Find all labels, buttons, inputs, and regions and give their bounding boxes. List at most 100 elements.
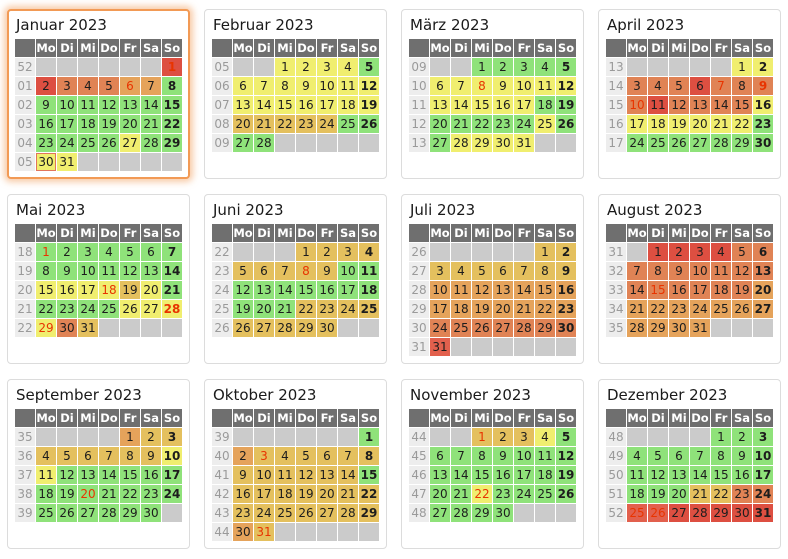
day-cell[interactable]: 13: [430, 466, 450, 484]
day-cell[interactable]: 22: [535, 300, 555, 318]
day-cell[interactable]: 27: [317, 504, 337, 522]
day-cell[interactable]: 17: [78, 281, 98, 299]
day-cell[interactable]: 25: [535, 485, 555, 503]
day-cell[interactable]: 16: [732, 466, 752, 484]
day-cell[interactable]: 2: [493, 428, 513, 446]
day-cell[interactable]: 17: [753, 466, 773, 484]
day-cell[interactable]: 15: [732, 96, 752, 114]
day-cell[interactable]: 29: [472, 504, 492, 522]
day-cell[interactable]: 13: [78, 466, 98, 484]
day-cell[interactable]: 1: [535, 243, 555, 261]
day-cell[interactable]: 15: [648, 281, 668, 299]
day-cell[interactable]: 12: [556, 447, 576, 465]
day-cell[interactable]: 1: [648, 243, 668, 261]
day-cell[interactable]: 14: [451, 96, 471, 114]
day-cell[interactable]: 7: [338, 447, 358, 465]
day-cell[interactable]: 10: [78, 262, 98, 280]
day-cell[interactable]: 27: [430, 134, 450, 152]
day-cell[interactable]: 14: [690, 466, 710, 484]
day-cell[interactable]: 20: [233, 115, 253, 133]
day-cell[interactable]: 15: [359, 466, 379, 484]
day-cell[interactable]: 25: [451, 319, 471, 337]
day-cell[interactable]: 17: [317, 96, 337, 114]
day-cell[interactable]: 7: [690, 447, 710, 465]
day-cell[interactable]: 24: [57, 134, 77, 152]
day-cell[interactable]: 5: [556, 58, 576, 76]
day-cell[interactable]: 3: [690, 243, 710, 261]
day-cell[interactable]: 23: [753, 115, 773, 133]
month-card[interactable]: April 2023 Mo Di Mi Do Fr Sa So 13 1 2 14 3 4 5 6 7 8 9 15 1…: [598, 9, 781, 179]
day-cell[interactable]: 18: [648, 115, 668, 133]
day-cell[interactable]: 27: [430, 504, 450, 522]
day-cell[interactable]: 13: [141, 262, 161, 280]
day-cell[interactable]: 31: [690, 319, 710, 337]
day-cell[interactable]: 22: [162, 115, 182, 133]
day-cell[interactable]: 22: [120, 485, 140, 503]
day-cell[interactable]: 8: [296, 262, 316, 280]
day-cell[interactable]: 12: [359, 77, 379, 95]
day-cell[interactable]: 18: [535, 96, 555, 114]
day-cell[interactable]: 15: [535, 281, 555, 299]
day-cell[interactable]: 29: [162, 134, 182, 152]
day-cell[interactable]: 16: [556, 281, 576, 299]
day-cell[interactable]: 16: [493, 466, 513, 484]
day-cell[interactable]: 9: [556, 262, 576, 280]
day-cell[interactable]: 4: [99, 243, 119, 261]
day-cell[interactable]: 5: [359, 58, 379, 76]
day-cell[interactable]: 7: [99, 447, 119, 465]
day-cell[interactable]: 9: [296, 77, 316, 95]
day-cell[interactable]: 18: [275, 485, 295, 503]
day-cell[interactable]: 26: [732, 300, 752, 318]
day-cell[interactable]: 4: [535, 58, 555, 76]
day-cell[interactable]: 29: [120, 504, 140, 522]
day-cell[interactable]: 26: [57, 504, 77, 522]
day-cell[interactable]: 3: [627, 77, 647, 95]
day-cell[interactable]: 31: [753, 504, 773, 522]
day-cell[interactable]: 9: [753, 77, 773, 95]
day-cell[interactable]: 18: [36, 485, 56, 503]
day-cell[interactable]: 10: [514, 447, 534, 465]
day-cell[interactable]: 15: [120, 466, 140, 484]
day-cell[interactable]: 11: [535, 77, 555, 95]
day-cell[interactable]: 23: [57, 300, 77, 318]
day-cell[interactable]: 1: [472, 58, 492, 76]
day-cell[interactable]: 10: [57, 96, 77, 114]
day-cell[interactable]: 20: [254, 300, 274, 318]
day-cell[interactable]: 19: [556, 96, 576, 114]
day-cell[interactable]: 29: [359, 504, 379, 522]
day-cell[interactable]: 28: [711, 134, 731, 152]
day-cell[interactable]: 7: [141, 77, 161, 95]
day-cell[interactable]: 21: [690, 485, 710, 503]
day-cell[interactable]: 1: [359, 428, 379, 446]
day-cell[interactable]: 28: [514, 319, 534, 337]
day-cell[interactable]: 8: [36, 262, 56, 280]
day-cell[interactable]: 23: [669, 300, 689, 318]
day-cell[interactable]: 19: [359, 96, 379, 114]
day-cell[interactable]: 15: [472, 466, 492, 484]
day-cell[interactable]: 13: [669, 466, 689, 484]
day-cell[interactable]: 10: [317, 77, 337, 95]
day-cell[interactable]: 15: [296, 281, 316, 299]
day-cell[interactable]: 24: [430, 319, 450, 337]
day-cell[interactable]: 22: [472, 115, 492, 133]
day-cell[interactable]: 20: [690, 115, 710, 133]
day-cell[interactable]: 20: [493, 300, 513, 318]
month-card[interactable]: Juni 2023 Mo Di Mi Do Fr Sa So 22 1 2 3 4 23 5 6 7 8 9 10 11…: [204, 194, 387, 364]
day-cell[interactable]: 3: [753, 428, 773, 446]
day-cell[interactable]: 16: [669, 281, 689, 299]
month-card[interactable]: September 2023 Mo Di Mi Do Fr Sa So 35 1 2 3 36 4 5 6 7 8…: [7, 379, 190, 549]
day-cell[interactable]: 4: [535, 428, 555, 446]
day-cell[interactable]: 27: [78, 504, 98, 522]
day-cell[interactable]: 23: [493, 115, 513, 133]
day-cell[interactable]: 19: [296, 485, 316, 503]
day-cell[interactable]: 6: [669, 447, 689, 465]
day-cell[interactable]: 26: [648, 504, 668, 522]
day-cell[interactable]: 30: [57, 319, 77, 337]
day-cell[interactable]: 14: [711, 96, 731, 114]
day-cell[interactable]: 18: [711, 281, 731, 299]
day-cell[interactable]: 24: [514, 485, 534, 503]
day-cell[interactable]: 28: [99, 504, 119, 522]
day-cell[interactable]: 17: [338, 281, 358, 299]
day-cell[interactable]: 26: [99, 134, 119, 152]
day-cell[interactable]: 29: [732, 134, 752, 152]
